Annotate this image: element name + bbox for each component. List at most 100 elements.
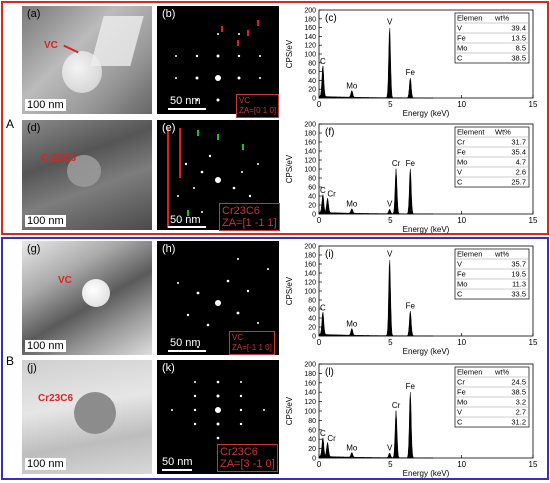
peak-label: V (387, 250, 393, 259)
chart-panel-label: (l) (325, 367, 334, 378)
table-cell-wt: 2.6 (516, 168, 526, 177)
y-tick-label: 0 (312, 456, 316, 463)
zone-axis-h: ZA=[-1 1 0] (232, 343, 272, 352)
peak-label: Cr (392, 401, 401, 410)
y-tick-label: 160 (304, 380, 316, 387)
table-cell-element: Fe (457, 148, 466, 157)
y-tick-label: 0 (312, 334, 316, 341)
peak-label: C (320, 186, 326, 195)
table-cell-element: V (457, 260, 462, 269)
x-axis-label: Energy (keV) (403, 469, 450, 478)
diffraction-spots-b (175, 20, 261, 102)
eds-chart-f: 0 20 40 60 80 100 120 140 160 180 200 0 5 10 15 Energy … (283, 118, 545, 235)
table-cell-wt: 38.5 (511, 54, 526, 63)
y-tick-label: 160 (304, 262, 316, 269)
tem-image-g (22, 241, 152, 355)
x-tick-label: 0 (317, 338, 322, 347)
x-tick-label: 5 (388, 100, 393, 109)
x-tick-label: 15 (529, 216, 538, 225)
peak-label: Mo (346, 81, 358, 90)
section-a-frame (1, 1, 549, 235)
y-tick-label: 20 (308, 87, 316, 94)
peak-label: V (387, 18, 393, 27)
x-tick-label: 0 (317, 100, 322, 109)
table-frame (454, 12, 530, 64)
table-cell-element: C (457, 54, 463, 63)
y-tick-label: 160 (304, 140, 316, 147)
table-cell-element: C (457, 290, 463, 299)
spectrum-trace (318, 28, 434, 99)
peak-label: Cr (392, 159, 401, 168)
table-cell-wt: 2.7 (516, 408, 526, 417)
peak-label: Fe (406, 382, 416, 391)
table-header-element: Elemen (457, 250, 482, 259)
y-axis-label: CPS/eV (285, 276, 294, 305)
phase-label-b: VC (239, 96, 251, 105)
y-tick-label: 100 (304, 52, 316, 59)
scale-label-b: 50 nm (170, 95, 201, 107)
scale-bar-b (168, 108, 206, 110)
za-box-k: Cr23C6 ZA=[3 -1 0] (217, 444, 278, 472)
table-cell-element: C (457, 418, 463, 427)
y-tick-label: 120 (304, 158, 316, 165)
eds-chart-i: 0 20 40 60 80 100 120 140 160 180 200 0 5 10 15 Energy … (283, 240, 545, 357)
y-tick-label: 0 (312, 212, 316, 219)
za-box-h: VC ZA=[-1 1 0] (229, 331, 275, 355)
phase-label-k: Cr23C6 (220, 446, 258, 458)
y-tick-label: 120 (304, 280, 316, 287)
scale-bar-e (168, 226, 206, 228)
y-tick-label: 200 (304, 122, 316, 129)
phase-label-a: VC (44, 40, 58, 51)
peak-label: Mo (346, 200, 358, 209)
diffraction-spots-k (171, 380, 265, 440)
spectrum-trace (318, 260, 434, 337)
x-axis-label: Energy (keV) (403, 347, 450, 356)
phase-label-g: VC (58, 275, 72, 286)
table-header-wt: Wt% (495, 128, 511, 137)
table-cell-wt: 8.5 (516, 44, 526, 53)
za-box-e: Cr23C6 ZA=[1 -1 1] (219, 203, 280, 231)
table-header-wt: wt% (494, 14, 510, 23)
y-tick-label: 80 (308, 176, 316, 183)
scale-label-k: 50 nm (162, 456, 193, 468)
scale-label-h: 50 nm (170, 337, 201, 349)
composition-table: Element Wt% Cr 31.7 Fe 35.4 Mo 4.7 V 2.6 C 25.7 (454, 126, 530, 188)
table-cell-wt: 33.5 (511, 290, 526, 299)
y-axis-label: CPS/eV (285, 396, 294, 425)
x-tick-label: 5 (388, 216, 393, 225)
tem-image-j (22, 360, 152, 474)
table-cell-element: V (457, 24, 462, 33)
y-tick-label: 140 (304, 34, 316, 41)
section-b-label: B (6, 354, 15, 368)
table-cell-wt: 39.4 (511, 24, 526, 33)
section-b-frame (1, 237, 549, 480)
composition-table: Elemen wt% Cr 24.5 Fe 38.5 Mo 3.2 V 2.7 C 31.2 (454, 366, 530, 428)
table-header-element: Elemen (457, 368, 482, 377)
table-cell-wt: 24.5 (511, 378, 526, 387)
panel-label-e: (e) (162, 122, 176, 134)
y-tick-label: 40 (308, 316, 316, 323)
y-tick-label: 40 (308, 78, 316, 85)
y-tick-label: 80 (308, 418, 316, 425)
table-cell-wt: 35.4 (511, 148, 526, 157)
diffraction-spots-h (177, 258, 269, 348)
peak-label: Cr (327, 434, 336, 443)
y-tick-label: 140 (304, 390, 316, 397)
spectrum-trace (318, 168, 434, 215)
panel-label-b: (b) (162, 8, 176, 20)
y-tick-label: 60 (308, 185, 316, 192)
peak-label: Mo (346, 443, 358, 452)
peak-label: Cr (327, 190, 336, 199)
peak-label: Fe (406, 301, 416, 310)
scale-label-g: 100 nm (25, 340, 66, 352)
za-box-b: VC ZA=[0 1 0] (236, 94, 280, 118)
y-tick-label: 180 (304, 371, 316, 378)
table-cell-wt: 11.3 (512, 280, 526, 289)
panel-label-j: (j) (27, 362, 37, 374)
x-tick-label: 15 (529, 460, 538, 469)
y-axis-label: CPS/eV (285, 154, 294, 183)
x-tick-label: 5 (388, 338, 393, 347)
